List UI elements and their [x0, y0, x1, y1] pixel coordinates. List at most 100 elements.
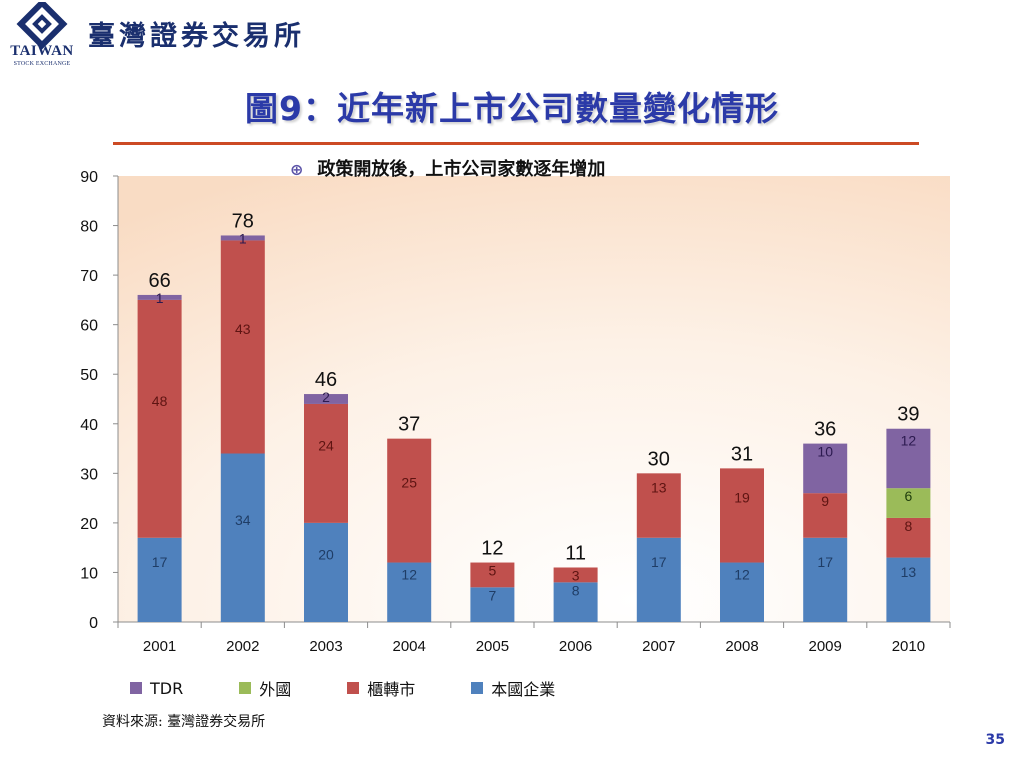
x-tick-label: 2007 [642, 638, 675, 655]
bar-segment [220, 240, 265, 454]
y-tick-label: 80 [80, 219, 98, 236]
chart-legend: TDR 外國 櫃轉市 本國企業 [130, 677, 611, 699]
x-tick-label: 2009 [809, 638, 842, 655]
data-label: 1 [156, 290, 164, 306]
logo-subtext: STOCK EXCHANGE [13, 61, 71, 67]
legend-swatch [471, 682, 484, 694]
bar-segment [636, 473, 681, 538]
bar-segment [220, 235, 265, 241]
slide-title: 圖9：近年新上市公司數量變化情形 [245, 89, 779, 128]
data-label: 13 [651, 480, 667, 496]
legend-item-foreign: 外國 [239, 676, 291, 700]
page-number: 35 [985, 732, 1005, 748]
y-tick-label: 10 [80, 565, 98, 582]
legend-swatch [239, 682, 252, 694]
data-label: 9 [821, 493, 829, 509]
total-label: 12 [481, 538, 503, 560]
x-tick-label: 2006 [559, 638, 592, 655]
data-label: 13 [901, 564, 917, 580]
x-tick-label: 2005 [476, 638, 509, 655]
data-label: 12 [901, 432, 917, 448]
data-label: 17 [152, 554, 168, 570]
y-tick-label: 30 [80, 466, 98, 483]
data-label: 2 [322, 389, 330, 405]
taiwan-stock-exchange-logo [16, 2, 68, 50]
data-label: 20 [318, 546, 334, 562]
data-label: 6 [905, 488, 913, 504]
bar-segment [886, 517, 931, 558]
data-label: 12 [401, 566, 417, 582]
legend-label: TDR [150, 678, 184, 698]
total-label: 11 [565, 542, 586, 564]
data-label: 25 [401, 475, 417, 491]
y-tick-label: 90 [80, 169, 98, 186]
bar-segment [304, 394, 348, 404]
x-tick-label: 2001 [143, 638, 176, 655]
y-tick-label: 20 [80, 516, 98, 533]
logo-text: TAIWAN [10, 43, 74, 59]
data-label: 10 [817, 444, 833, 460]
bar-segment [720, 468, 764, 563]
data-label: 43 [235, 321, 251, 337]
legend-item-tdr: TDR [130, 679, 183, 698]
bar-segment [553, 567, 598, 583]
bar-segment [886, 557, 931, 622]
source-note: 資料來源: 臺灣證券交易所 [102, 714, 266, 730]
data-label: 8 [572, 582, 580, 598]
bar-segment [137, 537, 182, 622]
title-divider [113, 142, 919, 145]
data-label: 34 [235, 512, 251, 528]
total-label: 78 [232, 210, 254, 232]
data-label: 19 [734, 489, 750, 505]
bar-segment [470, 562, 515, 588]
data-label: 3 [572, 567, 580, 583]
bar-segment [720, 562, 764, 622]
logo-wordmark: TAIWAN STOCK EXCHANGE [4, 43, 80, 68]
bar-segment [387, 562, 432, 622]
data-label: 12 [734, 566, 750, 582]
data-label: 24 [318, 437, 334, 453]
bullet-icon: ⊕ [290, 160, 304, 179]
bar-segment [387, 438, 432, 563]
y-tick-label: 40 [80, 417, 98, 434]
bar-segment [886, 488, 931, 518]
bar-segment [137, 299, 182, 538]
bar-segment [304, 522, 348, 622]
data-label: 1 [239, 230, 247, 246]
legend-swatch [347, 682, 360, 694]
bar-segment [803, 443, 848, 494]
bullet-point: ⊕ 政策開放後，上市公司家數逐年增加 [290, 155, 605, 181]
total-label: 39 [897, 404, 919, 426]
x-tick-label: 2003 [309, 638, 342, 655]
legend-label: 本國企業 [491, 680, 556, 699]
data-label: 7 [489, 587, 497, 603]
bar-segment [636, 537, 681, 622]
bar-segment [553, 582, 598, 622]
total-label: 30 [648, 448, 670, 470]
x-tick-label: 2004 [393, 638, 426, 655]
total-label: 37 [398, 414, 420, 436]
x-tick-label: 2010 [892, 638, 925, 655]
data-label: 17 [651, 554, 667, 570]
y-tick-label: 0 [89, 615, 98, 632]
bar-segment [137, 294, 182, 300]
bullet-text: 政策開放後，上市公司家數逐年增加 [317, 159, 606, 180]
x-tick-label: 2008 [725, 638, 758, 655]
y-tick-label: 70 [80, 268, 98, 285]
bar-segment [220, 453, 265, 622]
y-tick-label: 60 [80, 318, 98, 335]
legend-label: 外國 [259, 680, 292, 699]
total-label: 46 [315, 369, 337, 391]
x-tick-label: 2002 [226, 638, 259, 655]
bar-segment [803, 537, 848, 622]
total-label: 31 [731, 443, 753, 465]
legend-item-otc: 櫃轉市 [347, 676, 415, 700]
data-label: 17 [817, 554, 833, 570]
legend-swatch [130, 682, 142, 694]
total-label: 36 [814, 419, 836, 441]
bar-segment [886, 428, 931, 489]
bar-segment [304, 403, 348, 523]
y-tick-label: 50 [80, 367, 98, 384]
legend-label: 櫃轉市 [367, 680, 416, 699]
